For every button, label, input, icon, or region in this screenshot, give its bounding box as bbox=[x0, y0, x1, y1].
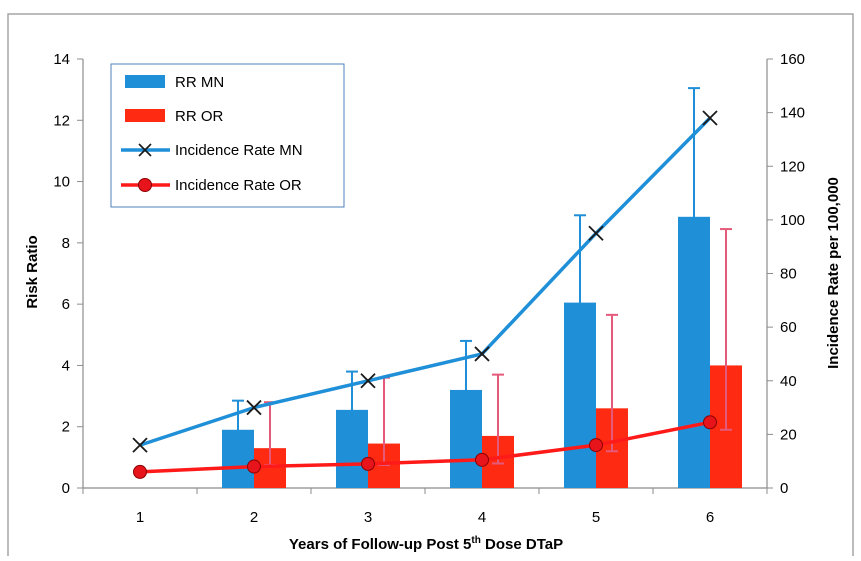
x-axis-title-suffix: Dose DTaP bbox=[481, 536, 563, 553]
lines bbox=[132, 110, 718, 479]
legend-label-ir-or: Incidence Rate OR bbox=[175, 177, 302, 194]
y-tick-label: 2 bbox=[62, 419, 70, 436]
marker-incidence-or bbox=[703, 415, 717, 430]
y2-tick-label: 80 bbox=[780, 266, 797, 283]
x-tick-label: 3 bbox=[364, 509, 372, 526]
y-tick-label: 6 bbox=[62, 296, 70, 313]
marker-incidence-or bbox=[247, 459, 261, 474]
x-tick-label: 6 bbox=[706, 509, 714, 526]
marker-incidence-mn bbox=[588, 225, 604, 241]
x-tick-label: 4 bbox=[478, 509, 486, 526]
legend-swatch-rr-or bbox=[125, 109, 165, 122]
legend: RR MN RR OR Incidence Rate MN Incidence … bbox=[110, 63, 345, 208]
marker-incidence-mn bbox=[702, 110, 718, 126]
y-tick-label: 12 bbox=[53, 112, 70, 129]
legend-label-rr-or: RR OR bbox=[175, 108, 224, 125]
y2-tick-label: 140 bbox=[780, 105, 805, 122]
marker-incidence-mn bbox=[474, 346, 490, 362]
y2-tick-label: 160 bbox=[780, 51, 805, 68]
x-tick-label: 1 bbox=[136, 509, 144, 526]
x-axis-title: Years of Follow-up Post 5th Dose DTaP bbox=[289, 535, 563, 553]
y2-tick-label: 120 bbox=[780, 158, 805, 175]
y-tick-label: 4 bbox=[62, 357, 70, 374]
y2-tick-label: 0 bbox=[780, 480, 788, 497]
legend-swatch-ir-mn-marker bbox=[138, 143, 152, 157]
y2-tick-label: 60 bbox=[780, 319, 797, 336]
legend-label-rr-mn: RR MN bbox=[175, 74, 224, 91]
marker-incidence-mn bbox=[246, 399, 262, 416]
marker-incidence-mn bbox=[132, 437, 148, 453]
y2-tick-label: 100 bbox=[780, 212, 805, 229]
y2-tick-label: 40 bbox=[780, 373, 797, 390]
x-tick-label: 2 bbox=[250, 509, 258, 526]
y2-axis-title: Incidence Rate per 100,000 bbox=[825, 177, 842, 369]
line-incidence-or bbox=[139, 420, 711, 474]
marker-incidence-mn bbox=[360, 373, 376, 389]
line-incidence-mn bbox=[139, 116, 712, 447]
y-tick-label: 8 bbox=[62, 235, 70, 252]
y-tick-label: 10 bbox=[53, 174, 70, 191]
axes bbox=[77, 58, 773, 494]
y-tick-label: 14 bbox=[53, 51, 70, 68]
legend-swatch-ir-or-marker bbox=[138, 178, 152, 192]
legend-label-ir-mn: Incidence Rate MN bbox=[175, 142, 303, 159]
error-bars bbox=[232, 87, 732, 467]
marker-incidence-or bbox=[475, 452, 489, 467]
legend-swatch-rr-mn bbox=[125, 75, 165, 88]
y-tick-label: 0 bbox=[62, 480, 70, 497]
y-axis-title: Risk Ratio bbox=[24, 235, 41, 308]
marker-incidence-or bbox=[133, 464, 147, 479]
x-tick-label: 5 bbox=[592, 509, 600, 526]
x-axis-title-sup: th bbox=[471, 535, 480, 546]
y2-tick-label: 20 bbox=[780, 426, 797, 443]
x-axis-title-main: Years of Follow-up Post 5 bbox=[289, 536, 472, 553]
marker-incidence-or bbox=[361, 456, 375, 471]
marker-incidence-or bbox=[589, 438, 603, 453]
